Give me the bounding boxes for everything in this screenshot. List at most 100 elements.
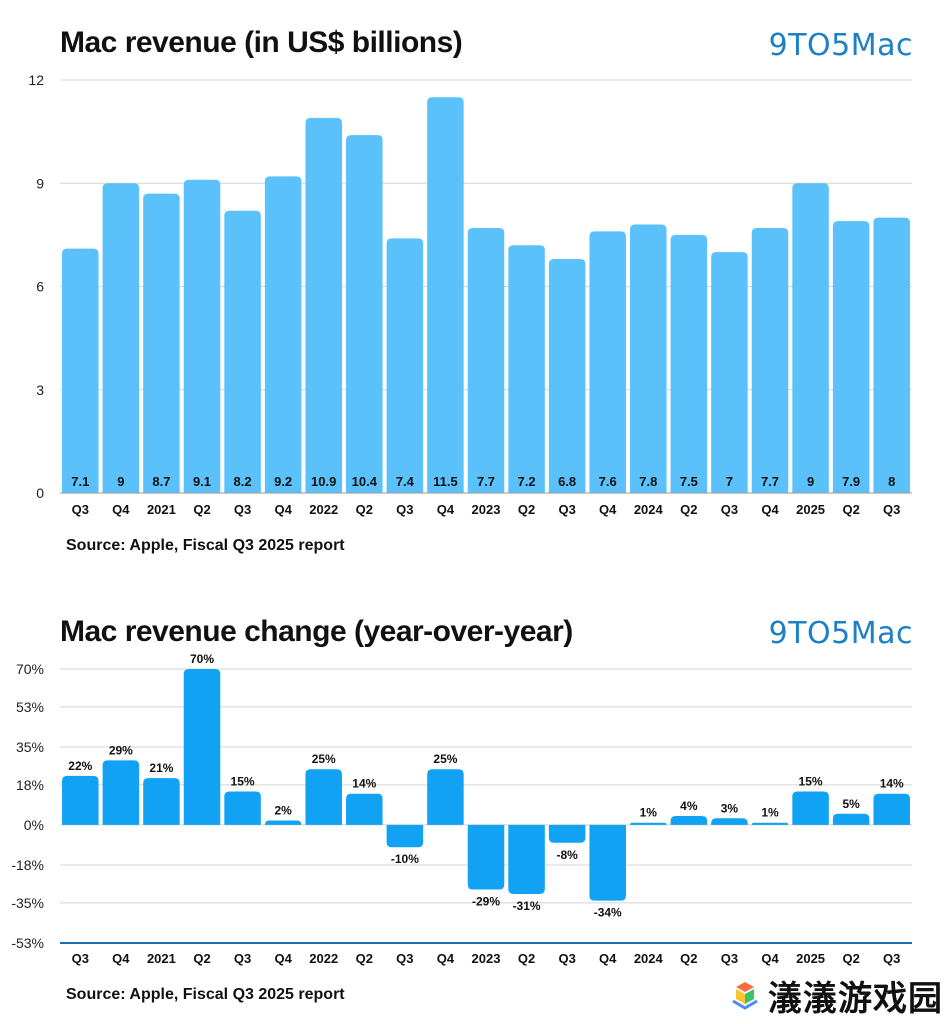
x-tick-label: Q3: [396, 502, 413, 517]
bar-value-label: 21%: [149, 761, 173, 775]
x-tick-label: Q3: [883, 502, 900, 517]
x-tick-label: Q3: [558, 502, 575, 517]
bar: [427, 769, 464, 825]
watermark-text: 𣿭𣿭游戏园: [768, 979, 943, 1019]
x-tick-label: Q4: [274, 951, 292, 966]
x-tick-label: Q2: [193, 502, 210, 517]
y-tick-label: -53%: [11, 935, 44, 951]
bar-value-label: -10%: [391, 852, 419, 866]
bar-value-label: 25%: [433, 752, 457, 766]
x-tick-label: Q2: [842, 502, 859, 517]
bar: [548, 258, 586, 493]
bar: [792, 183, 829, 493]
x-tick-label: 2022: [309, 951, 338, 966]
bar: [264, 820, 302, 825]
y-tick-label: 53%: [16, 699, 44, 715]
bar-value-label: 9: [807, 474, 814, 489]
x-tick-label: Q4: [437, 502, 455, 517]
bar-value-label: 2%: [274, 803, 292, 817]
bar-value-label: 1%: [640, 806, 658, 820]
bar-value-label: 9.2: [274, 474, 292, 489]
x-tick-label: Q3: [721, 502, 738, 517]
x-tick-label: Q2: [518, 951, 535, 966]
y-tick-label: 0%: [24, 817, 44, 833]
bar: [224, 210, 261, 494]
bar: [792, 791, 829, 825]
bar-value-label: -34%: [594, 906, 622, 920]
bar-value-label: 25%: [312, 752, 336, 766]
y-tick-label: -18%: [11, 857, 44, 873]
bar: [751, 822, 789, 825]
x-tick-label: Q2: [193, 951, 210, 966]
bar: [508, 824, 545, 894]
yoy-source-note: Source: Apple, Fiscal Q3 2025 report: [66, 986, 345, 1003]
y-tick-label: 3: [36, 382, 44, 398]
bar-value-label: 1%: [761, 806, 779, 820]
bar: [102, 760, 140, 825]
bar-value-label: 5%: [842, 797, 860, 811]
x-tick-label: Q2: [356, 502, 373, 517]
bar-value-label: 6.8: [558, 474, 576, 489]
bar-value-label: 11.5: [433, 474, 458, 489]
bar-value-label: 14%: [880, 777, 904, 791]
bar: [670, 234, 708, 493]
y-tick-label: -35%: [11, 895, 44, 911]
x-tick-label: Q3: [72, 502, 89, 517]
x-tick-label: Q4: [599, 502, 617, 517]
bar-value-label: 7: [726, 474, 733, 489]
bar: [711, 818, 748, 825]
y-tick-label: 12: [28, 72, 44, 88]
x-tick-label: Q2: [518, 502, 535, 517]
x-tick-label: Q2: [680, 951, 697, 966]
bar-value-label: 7.6: [599, 474, 617, 489]
bar: [183, 179, 221, 493]
bar-value-label: 29%: [109, 743, 133, 757]
bar-value-label: 70%: [190, 652, 214, 666]
bar-value-label: 10.9: [311, 474, 336, 489]
x-tick-label: 2022: [309, 502, 338, 517]
watermark-logo-icon: [732, 981, 758, 1010]
x-tick-label: Q2: [842, 951, 859, 966]
bar: [630, 224, 667, 494]
x-tick-label: Q4: [599, 951, 617, 966]
bar: [102, 183, 140, 493]
bar-value-label: 7.8: [639, 474, 657, 489]
brand-logo-9to5mac: 9TO5Mac: [768, 28, 913, 63]
bar: [264, 176, 302, 493]
bar-value-label: 9.1: [193, 474, 211, 489]
x-tick-label: 2023: [472, 951, 501, 966]
bar-value-label: 7.2: [518, 474, 536, 489]
bar-value-label: 7.1: [71, 474, 89, 489]
bar: [751, 227, 789, 493]
bar-value-label: -31%: [513, 899, 541, 913]
bar: [427, 97, 464, 493]
bar: [62, 775, 99, 825]
bar: [832, 813, 870, 825]
bar-value-label: 7.4: [396, 474, 415, 489]
revenue-bar-chart: 0 3 6 9 12 7.1 Q3 9 Q4 8.7 2021 9.1 Q2 8.2 Q3 9.2 Q4 10.9…: [28, 72, 912, 517]
x-tick-label: Q3: [234, 951, 251, 966]
bar: [224, 791, 261, 825]
x-tick-label: 2025: [796, 502, 825, 517]
bar: [508, 245, 545, 493]
bar: [467, 227, 505, 493]
x-tick-label: 2021: [147, 951, 176, 966]
bar-value-label: 10.4: [352, 474, 378, 489]
bar-value-label: -8%: [556, 848, 578, 862]
x-tick-label: Q3: [558, 951, 575, 966]
bar: [630, 822, 667, 825]
x-tick-label: 2024: [634, 502, 664, 517]
y-tick-label: 9: [36, 175, 44, 191]
brand-logo-9to5mac: 9TO5Mac: [768, 616, 913, 651]
y-tick-label: 6: [36, 279, 44, 295]
x-tick-label: 2024: [634, 951, 664, 966]
bar: [711, 252, 748, 493]
bar-value-label: 7.7: [477, 474, 495, 489]
y-tick-label: 70%: [16, 661, 44, 677]
x-tick-label: 2021: [147, 502, 176, 517]
bar: [143, 778, 180, 825]
x-tick-label: Q2: [356, 951, 373, 966]
bar: [346, 793, 383, 825]
bar-value-label: -29%: [472, 895, 500, 909]
bar-value-label: 7.7: [761, 474, 779, 489]
